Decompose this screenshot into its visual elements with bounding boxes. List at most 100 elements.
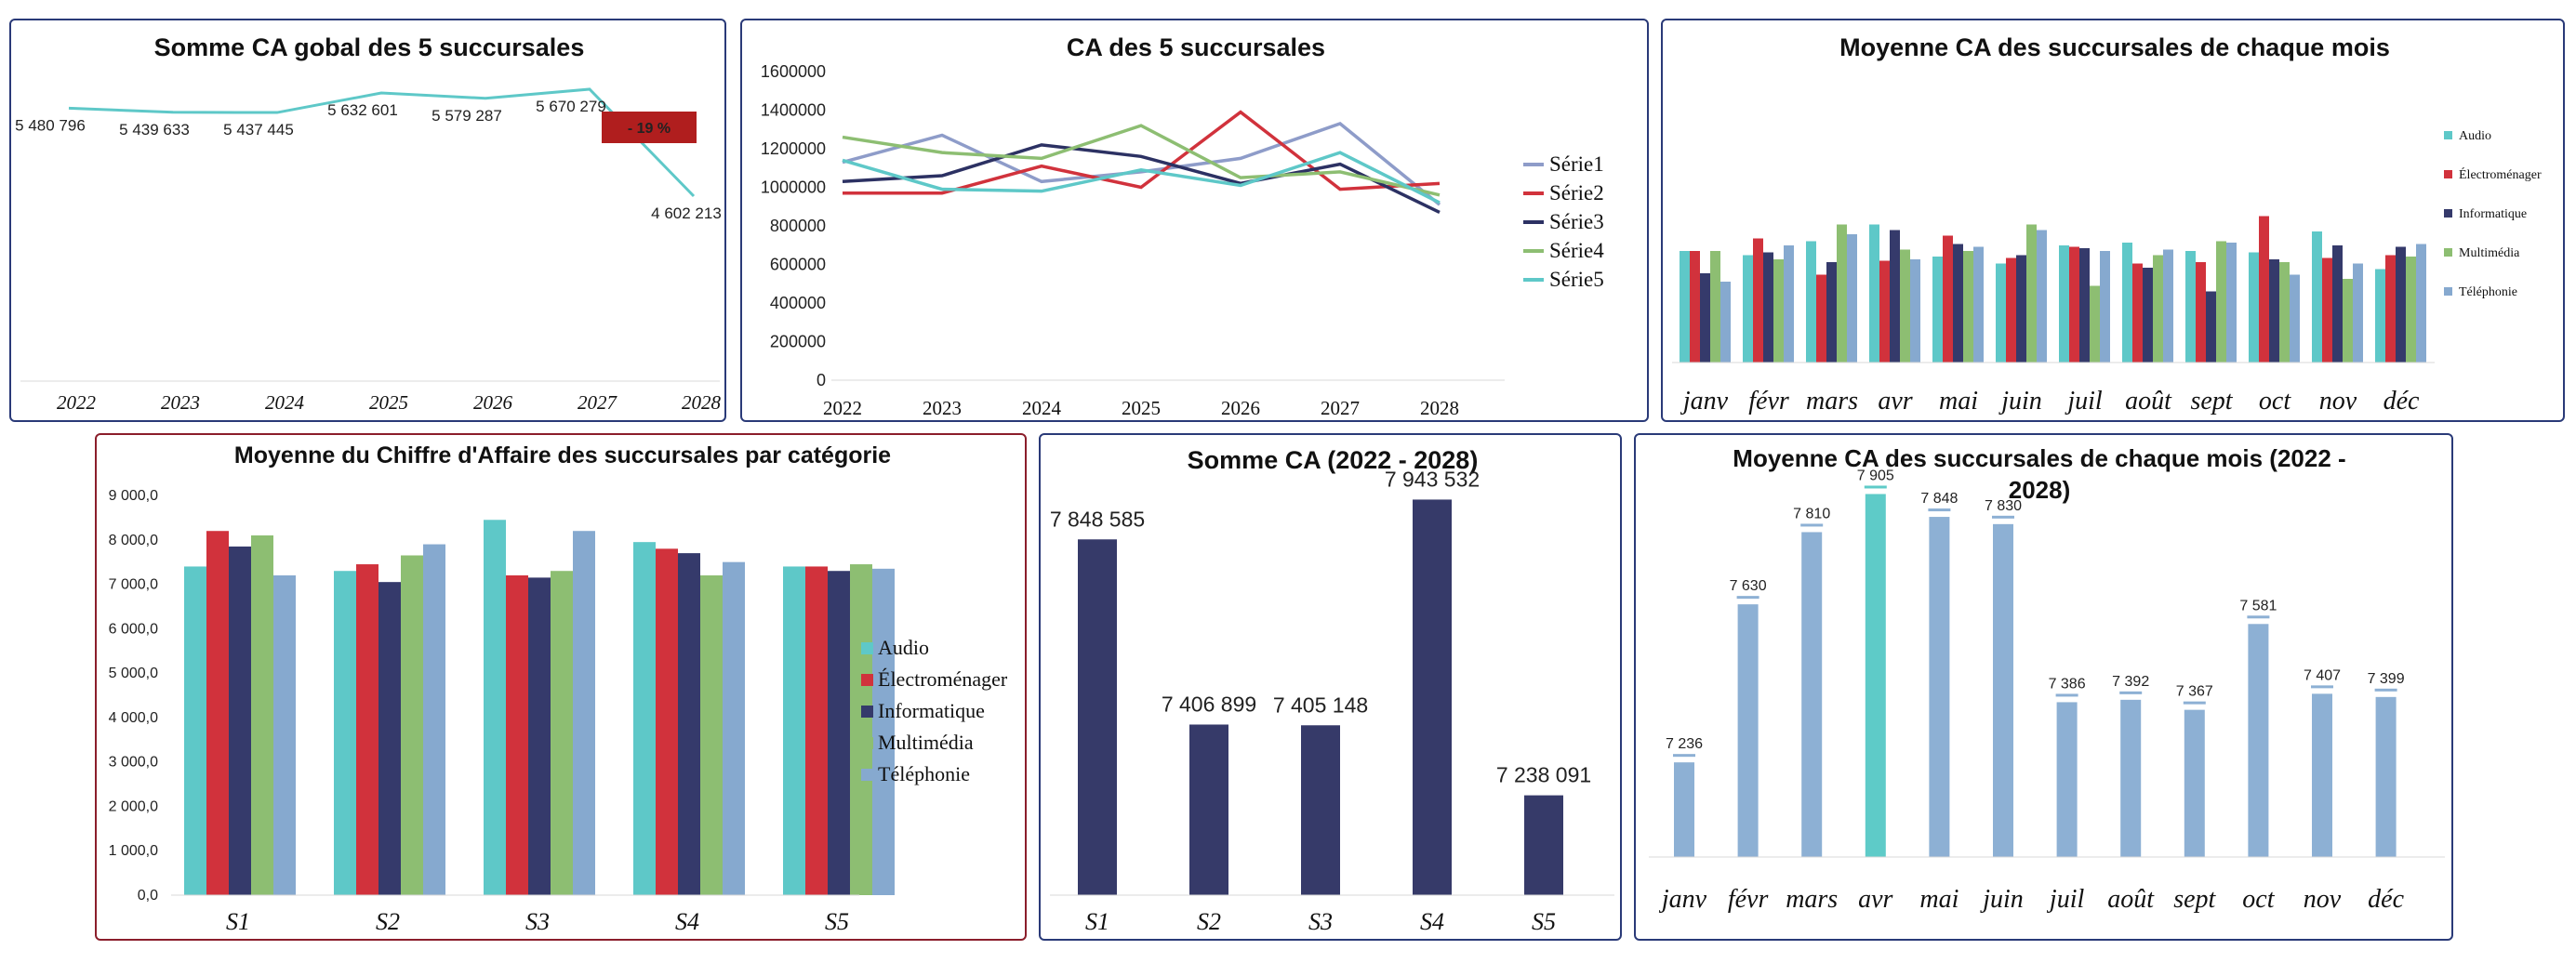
- legend-swatch: [861, 737, 873, 749]
- x-tick-label: mai: [1919, 885, 1959, 914]
- bar: [1801, 532, 1823, 857]
- bar: [2122, 243, 2132, 363]
- bar: [506, 575, 528, 895]
- series-line-4: [842, 124, 1441, 197]
- bar: [2375, 696, 2397, 857]
- x-tick-label: sept: [2173, 885, 2216, 914]
- bar: [573, 531, 595, 895]
- bar: [1847, 234, 1857, 363]
- bar: [1900, 249, 1910, 363]
- bar: [1865, 494, 1886, 857]
- bar: [401, 555, 423, 895]
- data-label: 7 367: [2176, 684, 2213, 700]
- x-tick-label: 2026: [1221, 397, 1260, 419]
- bar: [206, 531, 229, 895]
- y-tick-label: 4 000,0: [109, 710, 158, 726]
- x-tick-label: 2023: [923, 397, 962, 419]
- x-tick-label: janv: [1659, 885, 1707, 914]
- bar: [1996, 263, 2006, 363]
- x-tick-label: mai: [1939, 387, 1978, 416]
- bar-cap: [1673, 754, 1695, 758]
- x-tick-label: nov: [2304, 885, 2342, 914]
- bar: [2090, 285, 2100, 363]
- x-tick-label: 2022: [57, 391, 97, 414]
- bar: [251, 535, 273, 895]
- bar: [2416, 244, 2426, 363]
- x-tick-label: oct: [2259, 387, 2291, 416]
- x-tick-label: sept: [2190, 387, 2233, 416]
- bar: [2406, 257, 2416, 363]
- bar-cap: [2374, 688, 2397, 692]
- bar: [2269, 259, 2279, 363]
- y-tick-label: 0: [817, 371, 826, 389]
- bar-cap: [1992, 515, 2014, 519]
- chart-moyenne-mois-2022-2028: Moyenne CA des succursales de chaque moi…: [1649, 444, 2445, 914]
- bar: [1301, 725, 1340, 895]
- x-tick-label: juin: [1980, 885, 2024, 914]
- y-tick-label: 1400000: [761, 101, 826, 120]
- x-tick-label: 2028: [682, 391, 722, 414]
- bar: [273, 575, 296, 895]
- chart-title: Moyenne CA des succursales de chaque moi…: [1733, 444, 2345, 472]
- data-label: 7 238 091: [1496, 763, 1591, 787]
- data-label: 7 407: [2304, 667, 2341, 683]
- bar: [1784, 245, 1794, 363]
- bar: [423, 544, 445, 895]
- y-tick-label: 9 000,0: [109, 488, 158, 504]
- bar: [1189, 724, 1228, 895]
- bar: [2332, 245, 2343, 363]
- bar: [1710, 251, 1720, 363]
- x-tick-label: S3: [1308, 908, 1333, 935]
- bar: [1773, 259, 1784, 363]
- legend-label: Informatique: [878, 699, 985, 722]
- bar: [2132, 263, 2143, 363]
- bar: [723, 561, 745, 895]
- x-tick-label: 2024: [265, 391, 305, 414]
- series-line-3: [842, 143, 1441, 215]
- x-tick-label: janv: [1680, 387, 1729, 416]
- bar: [1524, 795, 1563, 895]
- bar: [2184, 709, 2205, 857]
- bar: [1943, 235, 1953, 363]
- x-tick-label: mars: [1786, 885, 1838, 914]
- bar-cap: [2055, 693, 2078, 697]
- bar: [2120, 699, 2142, 857]
- chart-somme-ca-2022-2028: Somme CA (2022 - 2028) 7 848 585 S1 7 406 8…: [1050, 446, 1614, 935]
- x-tick-label: oct: [2242, 885, 2275, 914]
- bar: [2016, 255, 2026, 363]
- legend-swatch: [2444, 287, 2452, 296]
- bar: [828, 571, 850, 895]
- data-label: 7 581: [2239, 598, 2277, 613]
- bar: [229, 546, 251, 895]
- x-tick-label: avr: [1878, 387, 1912, 416]
- bar: [2312, 693, 2332, 857]
- panel-somme-ca-global: Somme CA gobal des 5 succursales 5 480 79…: [9, 19, 726, 422]
- legend-label: Téléphonie: [878, 762, 970, 785]
- bar: [2226, 243, 2237, 363]
- x-tick-label: 2025: [369, 391, 408, 414]
- bar: [1743, 255, 1753, 363]
- x-tick-label: déc: [2368, 885, 2404, 914]
- bar: [700, 575, 723, 895]
- bar-cap: [1864, 485, 1887, 489]
- x-tick-label: avr: [1858, 885, 1892, 914]
- data-label: 5 579 287: [432, 107, 502, 125]
- chart-title: CA des 5 succursales: [1067, 33, 1325, 61]
- bar: [378, 582, 401, 895]
- x-tick-label: 2026: [473, 391, 513, 414]
- x-tick-label: nov: [2319, 387, 2357, 416]
- bar-cap: [1928, 508, 1951, 512]
- data-label: 5 670 279: [536, 98, 606, 115]
- series-line-1: [842, 122, 1441, 206]
- change-badge: [602, 112, 697, 143]
- bar: [2059, 245, 2069, 363]
- bar: [1763, 252, 1773, 363]
- panel-moyenne-mois-2022-2028: Moyenne CA des succursales de chaque moi…: [1634, 433, 2453, 941]
- bar: [1910, 259, 1920, 363]
- data-label: 4 602 213: [651, 204, 722, 222]
- x-tick-label: août: [2107, 885, 2155, 914]
- bar: [872, 568, 895, 895]
- bar-cap: [1800, 523, 1824, 527]
- chart-somme-ca-global: Somme CA gobal des 5 succursales 5 480 79…: [15, 33, 722, 414]
- bar: [1720, 282, 1731, 363]
